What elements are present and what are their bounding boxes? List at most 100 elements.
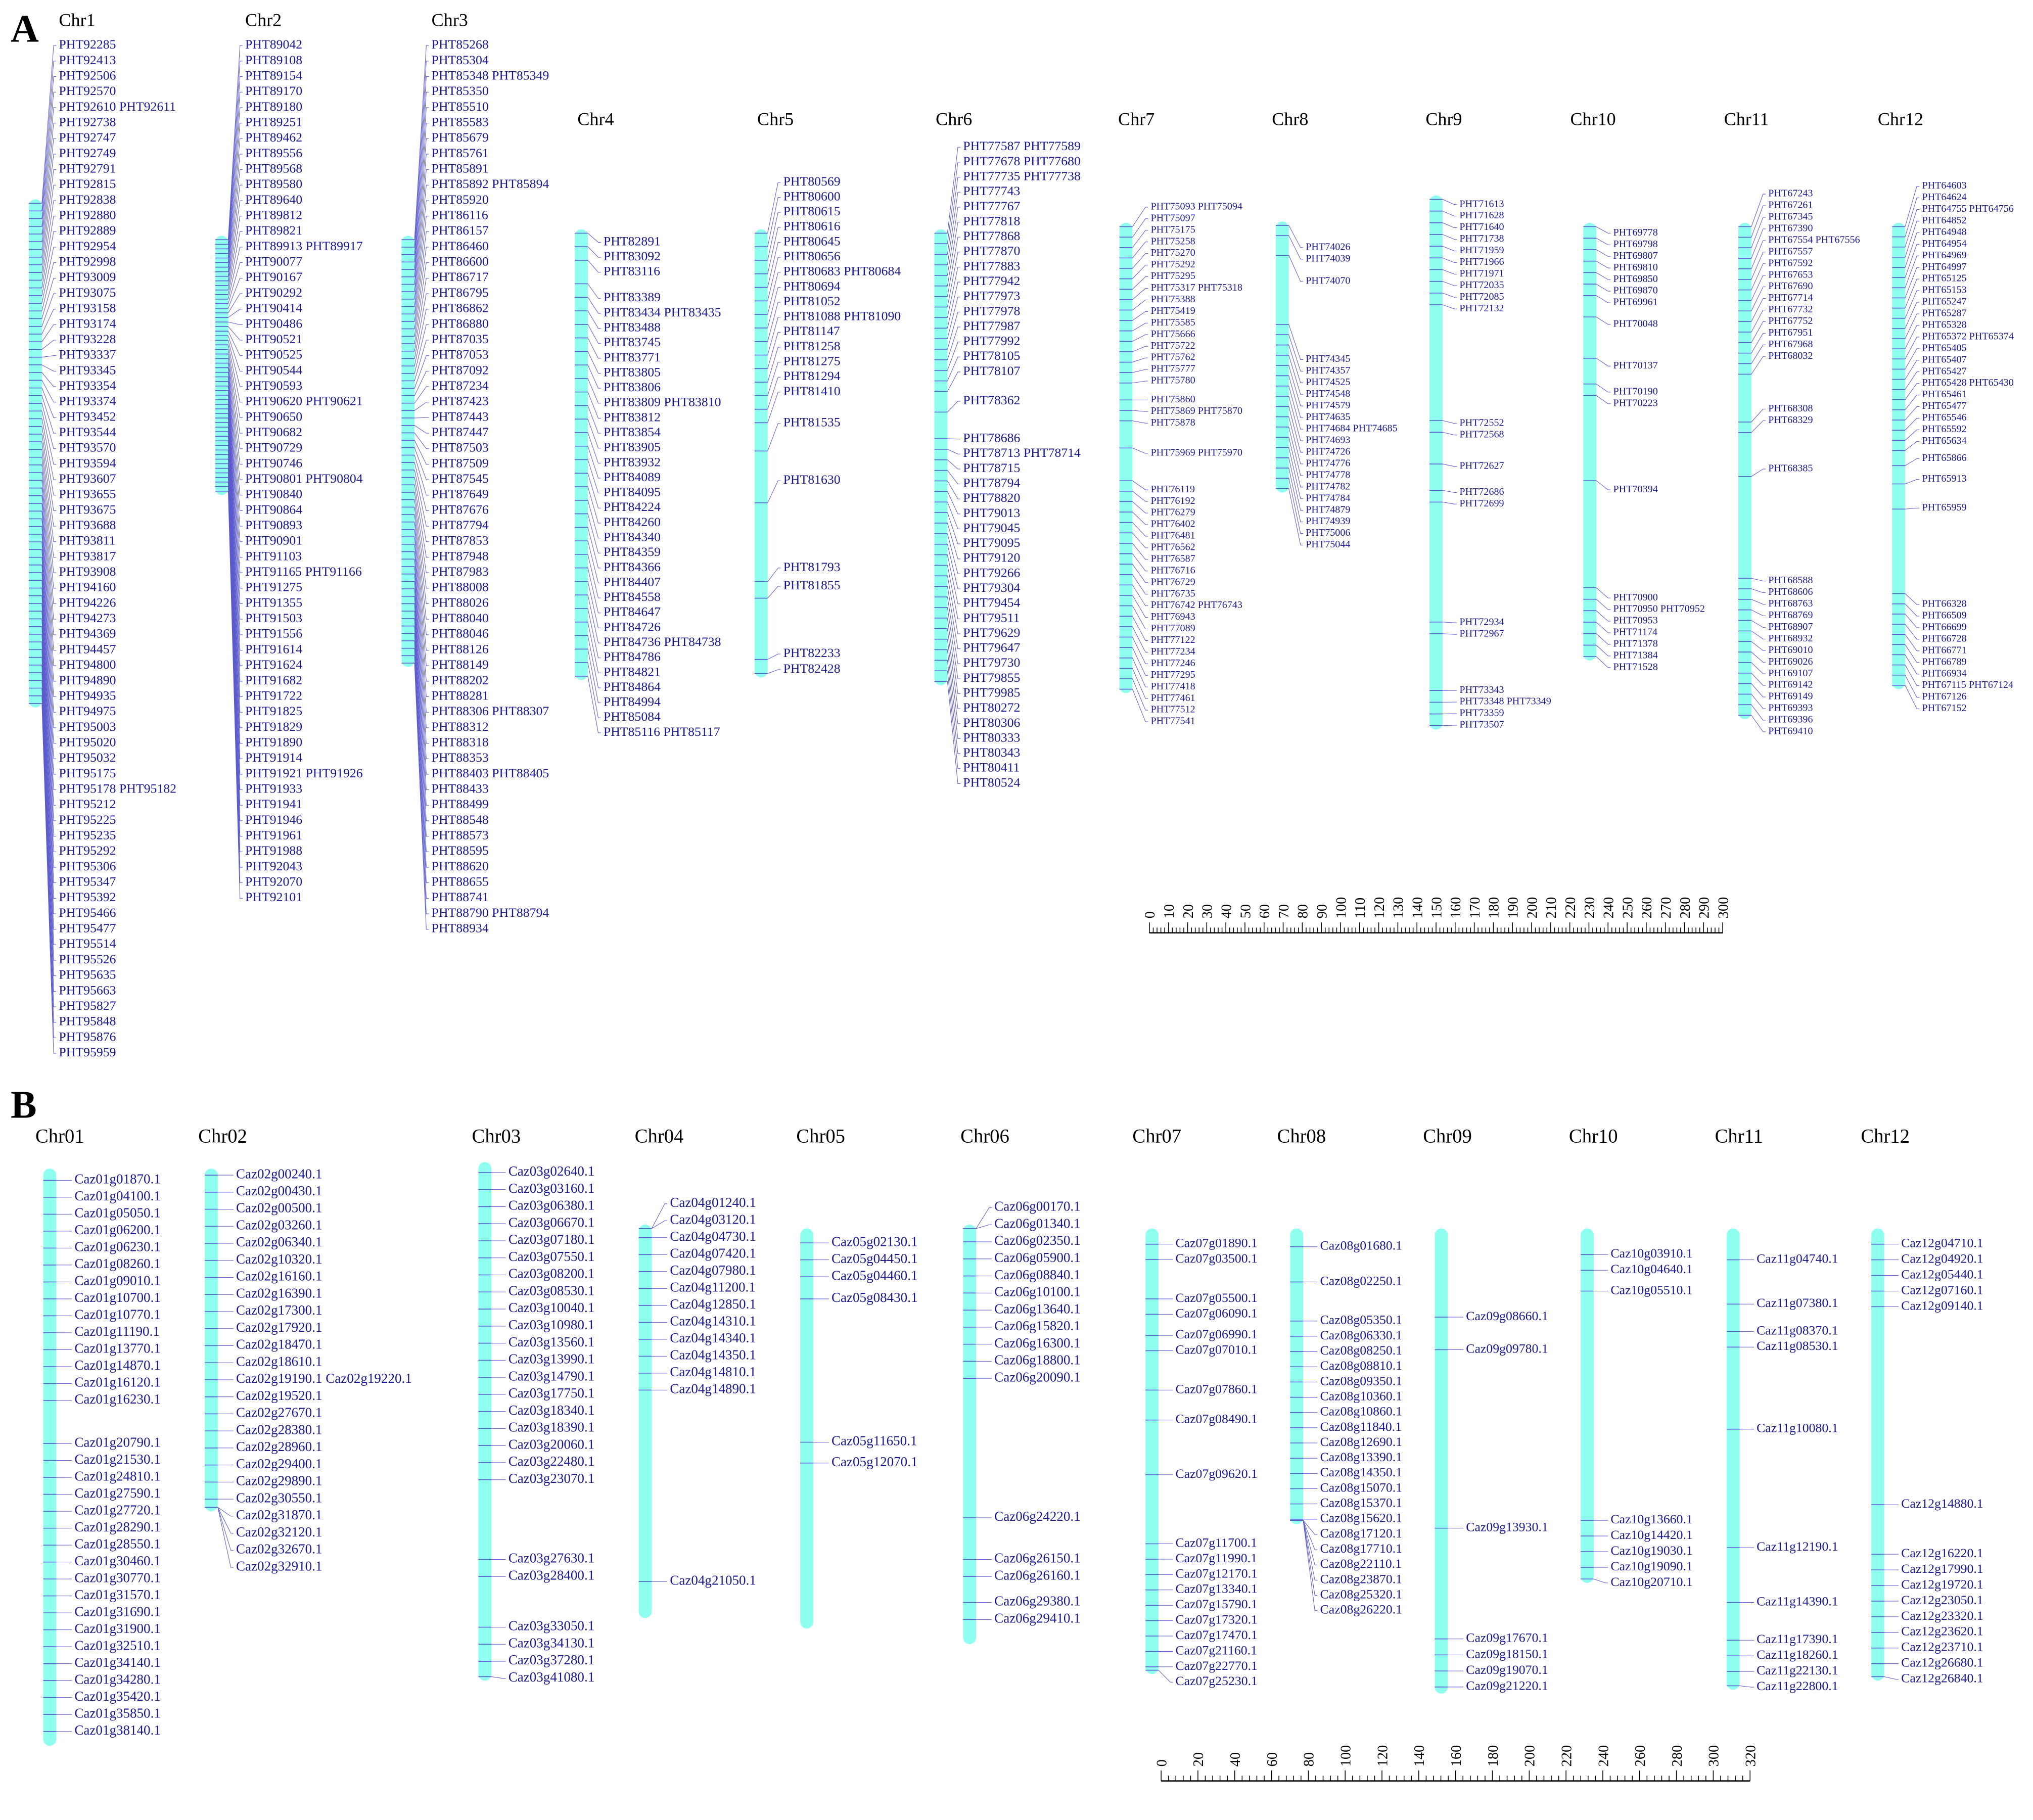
gene-connector: [1288, 488, 1304, 546]
gene-label: PHT66789: [1922, 656, 1966, 667]
gene-label: PHT80306: [963, 715, 1020, 730]
scale-tick-label: 180: [1486, 1745, 1501, 1767]
gene-label: PHT92998: [59, 254, 116, 269]
gene-connector: [1132, 288, 1148, 300]
gene-label: PHT86795: [432, 285, 489, 300]
gene-connector: [414, 386, 429, 403]
scale-tick-label: 250: [1620, 897, 1636, 919]
gene-connector: [587, 595, 601, 643]
gene-label: PHT92043: [245, 859, 302, 873]
gene-label: PHT69778: [1613, 227, 1658, 238]
gene-label: PHT78105: [963, 348, 1020, 363]
gene-label: PHT85679: [432, 130, 489, 145]
gene-label: PHT66771: [1922, 644, 1966, 656]
gene-connector: [228, 231, 243, 295]
gene-label: Caz08g09350.1: [1320, 1373, 1402, 1388]
gene-label: Caz01g31690.1: [74, 1604, 161, 1619]
gene-label: PHT90077: [245, 254, 302, 269]
gene-label: Caz02g31870.1: [236, 1507, 322, 1522]
gene-label: PHT93158: [59, 301, 116, 315]
gene-connector: [227, 138, 243, 267]
gene-connector: [414, 247, 429, 337]
gene-label: PHT74939: [1306, 516, 1350, 527]
gene-connector: [1905, 383, 1920, 400]
gene-connector: [1132, 334, 1148, 342]
gene-label: Caz12g17990.1: [1901, 1561, 1983, 1576]
gene-label: PHT64997: [1922, 261, 1966, 272]
gene-connector: [1288, 406, 1304, 453]
gene-label: PHT71378: [1613, 638, 1658, 649]
scale-tick-label: 40: [1219, 904, 1234, 918]
gene-connector: [1905, 325, 1920, 349]
scale-tick-label: 20: [1191, 1752, 1207, 1766]
chromosome-bar: [575, 229, 588, 680]
scale-tick-label: 0: [1154, 1759, 1170, 1766]
gene-connector: [227, 491, 243, 899]
gene-label: PHT71528: [1613, 661, 1658, 672]
gene-label: Caz03g22480.1: [509, 1454, 595, 1469]
gene-connector: [414, 537, 429, 666]
gene-label: Caz06g10100.1: [994, 1284, 1081, 1299]
gene-connector: [414, 402, 429, 411]
gene-connector: [41, 457, 57, 557]
gene-label: PHT91624: [245, 657, 302, 672]
gene-connector: [1905, 593, 1920, 605]
gene-label: PHT88026: [432, 595, 489, 610]
gene-connector: [227, 61, 243, 245]
gene-label: Caz10g14420.1: [1610, 1527, 1692, 1542]
gene-connector: [1132, 242, 1148, 258]
gene-label: PHT77868: [963, 228, 1020, 243]
gene-label: Caz02g29400.1: [236, 1456, 322, 1471]
gene-label: PHT91355: [245, 595, 302, 610]
gene-label: Caz01g11190.1: [74, 1324, 160, 1339]
gene-connector: [587, 446, 601, 479]
gene-connector: [227, 367, 243, 480]
gene-connector: [1288, 457, 1304, 511]
gene-label: Caz12g26680.1: [1901, 1655, 1983, 1670]
gene-label: Caz12g04710.1: [1901, 1236, 1983, 1250]
gene-label: PHT67752: [1768, 315, 1813, 326]
gene-label: PHT81855: [783, 578, 841, 592]
gene-connector: [41, 380, 57, 403]
gene-label: PHT80616: [783, 219, 841, 234]
scale-tick-label: 230: [1582, 897, 1598, 919]
gene-label: PHT93009: [59, 269, 116, 284]
scale-tick-label: 170: [1467, 897, 1483, 919]
gene-label: Caz11g04740.1: [1757, 1251, 1838, 1266]
gene-label: Caz01g04100.1: [74, 1188, 161, 1203]
gene-label: PHT77234: [1150, 646, 1195, 657]
gene-label: PHT65477: [1922, 400, 1966, 411]
scale-tick-label: 110: [1353, 898, 1368, 918]
gene-label: PHT70137: [1613, 360, 1658, 371]
gene-label: PHT69393: [1768, 703, 1813, 714]
gene-label: Caz08g06330.1: [1320, 1328, 1402, 1342]
gene-label: PHT94800: [59, 657, 116, 672]
gene-label: PHT64603: [1922, 180, 1966, 191]
gene-label: Caz02g30550.1: [236, 1490, 322, 1505]
gene-label: PHT89108: [245, 53, 302, 67]
scale-tick-label: 90: [1314, 904, 1330, 918]
gene-connector: [41, 642, 57, 930]
gene-label: PHT67554 PHT67556: [1768, 234, 1860, 245]
gene-label: PHT79266: [963, 565, 1020, 580]
gene-connector: [414, 477, 429, 542]
gene-label: Caz06g15820.1: [994, 1318, 1081, 1333]
gene-connector: [228, 326, 243, 341]
scale-tick-label: 300: [1716, 897, 1731, 919]
gene-label: PHT71738: [1459, 233, 1504, 244]
gene-label: PHT72085: [1459, 291, 1504, 302]
scale-tick-label: 120: [1372, 897, 1388, 919]
gene-connector: [1905, 675, 1920, 698]
gene-label: PHT76742 PHT76743: [1150, 599, 1242, 611]
gene-label: Caz06g29410.1: [994, 1611, 1081, 1626]
gene-connector: [947, 459, 961, 470]
gene-connector: [227, 381, 243, 527]
gene-label: PHT80600: [783, 189, 841, 203]
gene-label: PHT95003: [59, 719, 116, 734]
gene-connector: [587, 260, 601, 273]
gene-connector: [41, 91, 57, 226]
gene-connector: [41, 657, 57, 961]
gene-connector: [587, 419, 601, 449]
gene-connector: [1751, 620, 1766, 628]
